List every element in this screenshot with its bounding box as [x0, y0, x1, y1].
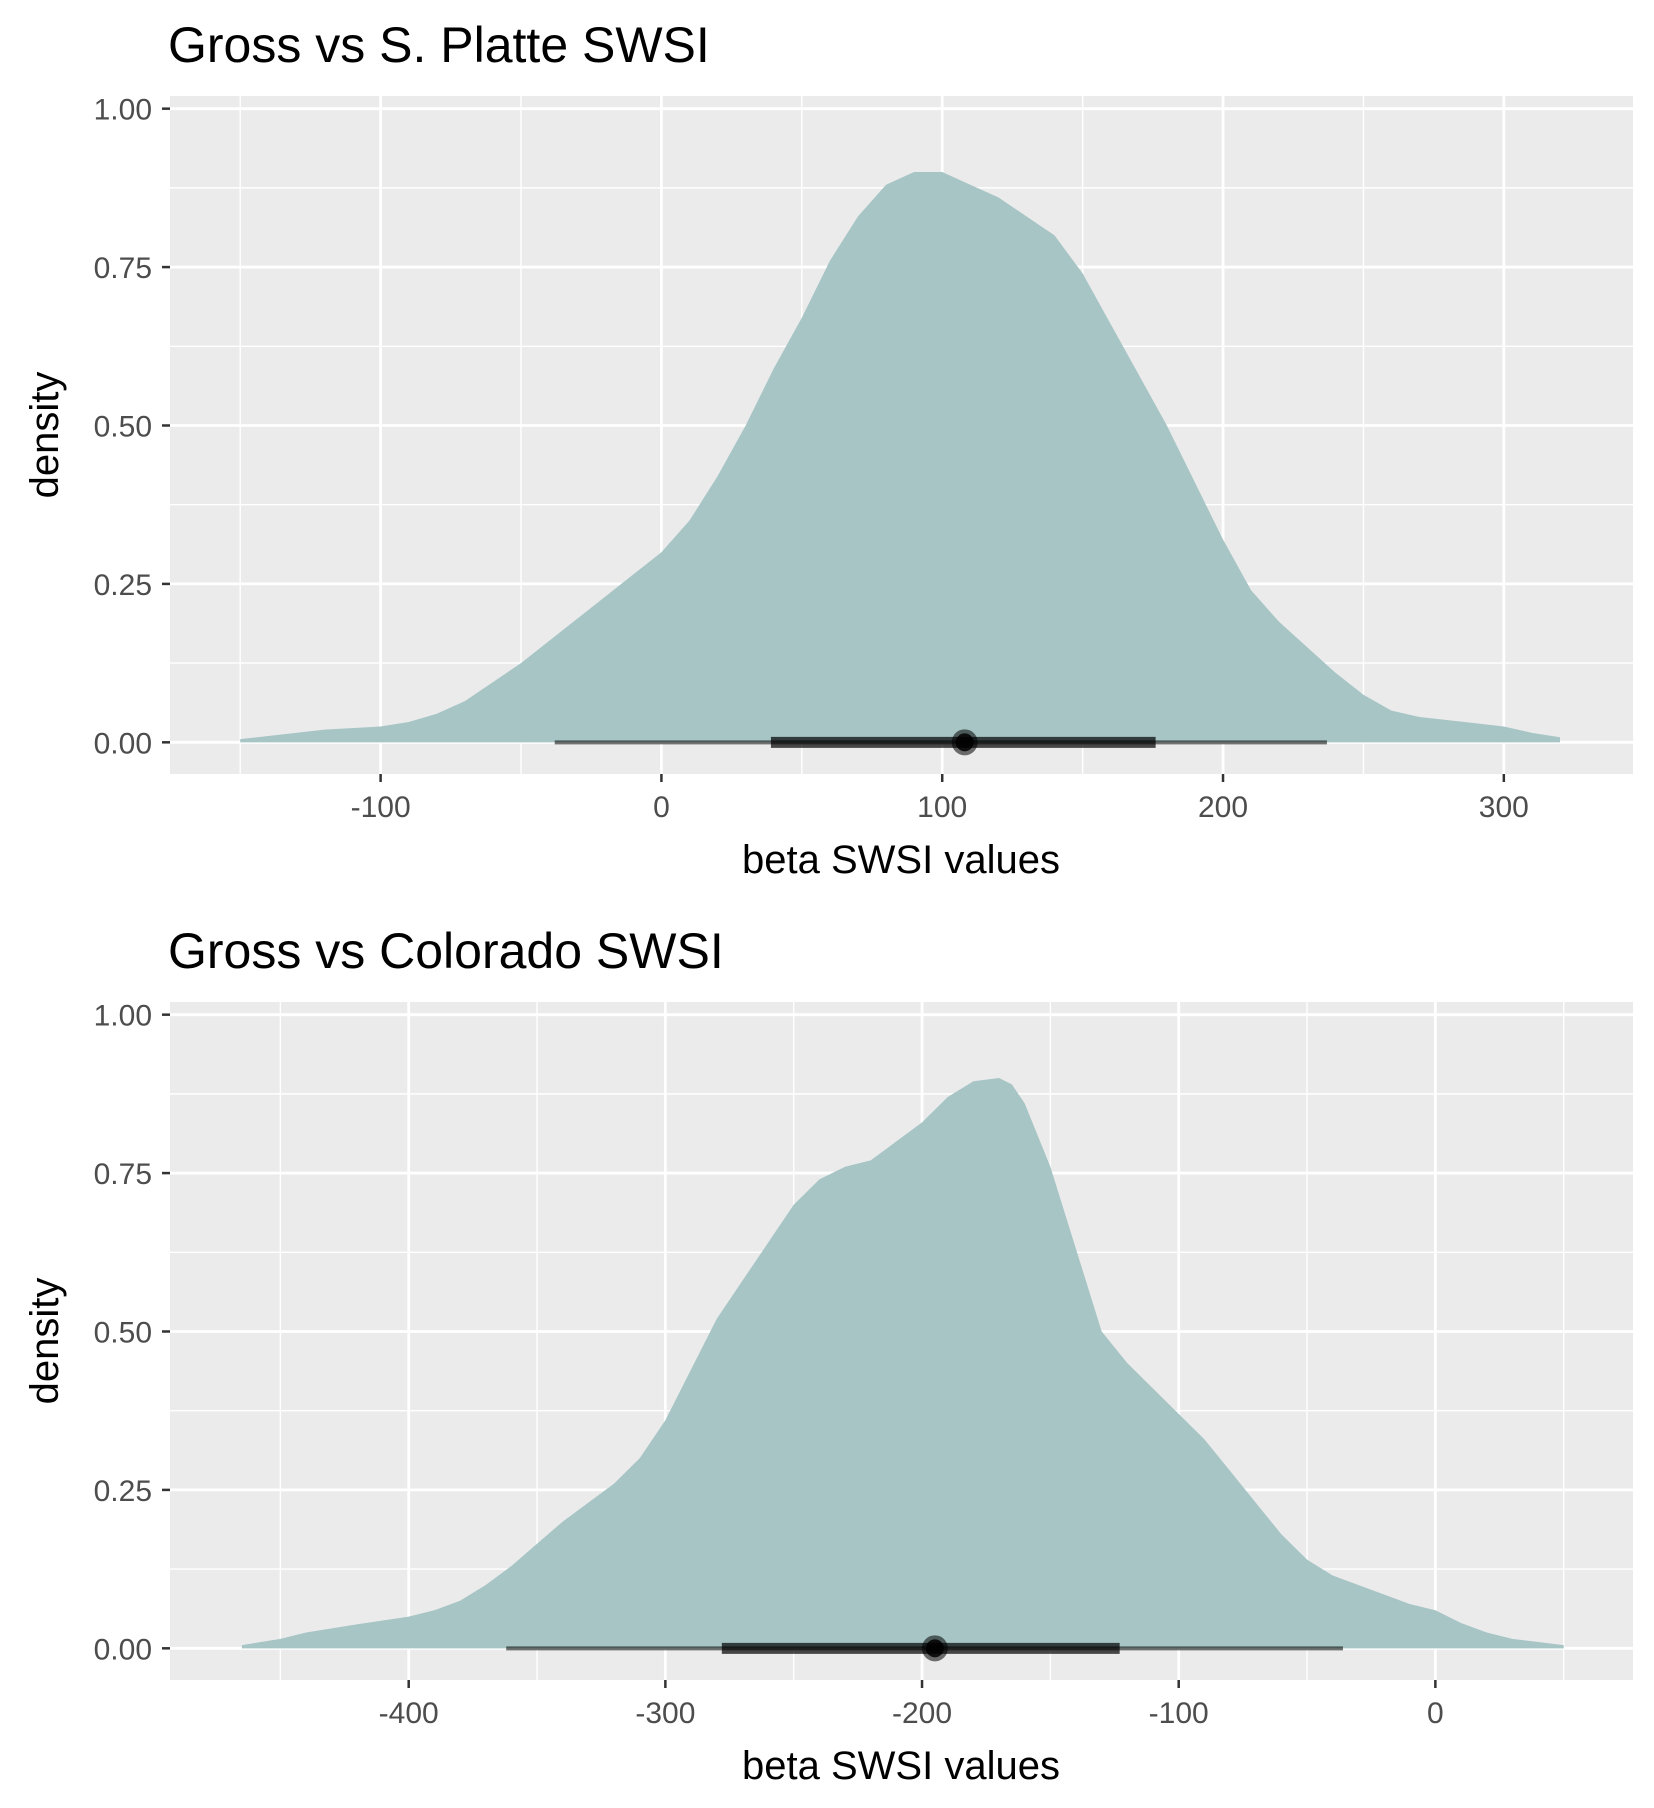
- interval: [506, 1635, 1343, 1662]
- density-area: [240, 172, 1560, 743]
- point-estimate: [925, 1639, 944, 1658]
- y-tick-label: 0.75: [94, 1158, 152, 1191]
- y-axis-label: density: [23, 1278, 67, 1405]
- chart-title: Gross vs S. Platte SWSI: [168, 17, 710, 73]
- x-tick-label: 0: [1427, 1697, 1444, 1730]
- x-tick-label: 100: [917, 791, 967, 824]
- x-tick-label: -300: [635, 1697, 695, 1730]
- y-tick-label: 0.25: [94, 1475, 152, 1508]
- y-tick-label: 0.00: [94, 727, 152, 760]
- y-tick-label: 0.25: [94, 569, 152, 602]
- y-tick-label: 1.00: [94, 94, 152, 127]
- chart-panel-colorado: Gross vs Colorado SWSI -400 -300 -200 -100 0…: [23, 923, 1633, 1788]
- y-tick-label: 1.00: [94, 1000, 152, 1033]
- x-tick-label: 200: [1198, 791, 1248, 824]
- y-tick-label: 0.00: [94, 1633, 152, 1666]
- y-tick-label: 0.75: [94, 252, 152, 285]
- x-tick-label: -200: [892, 1697, 952, 1730]
- interval: [554, 729, 1327, 756]
- x-tick-label: -100: [1149, 1697, 1209, 1730]
- y-tick-label: 0.50: [94, 1316, 152, 1349]
- tick-labels: -400 -300 -200 -100 0 0.00 0.25 0.50 0.75 1.00: [94, 1000, 1444, 1730]
- tick-labels: -100 0 100 200 300 0.00 0.25 0.50 0.75 1.00: [94, 94, 1529, 824]
- x-axis-label: beta SWSI values: [742, 1744, 1060, 1788]
- density-area: [241, 1078, 1564, 1649]
- x-tick-label: 0: [653, 791, 670, 824]
- chart-title: Gross vs Colorado SWSI: [168, 923, 724, 979]
- x-tick-label: 300: [1479, 791, 1529, 824]
- x-axis-label: beta SWSI values: [742, 838, 1060, 882]
- chart-panel-splatte: Gross vs S. Platte SWSI -100 0 100 200 300 0.…: [23, 17, 1633, 882]
- x-tick-label: -400: [379, 1697, 439, 1730]
- y-tick-label: 0.50: [94, 410, 152, 443]
- x-tick-label: -100: [351, 791, 411, 824]
- y-axis-label: density: [23, 372, 67, 499]
- point-estimate: [955, 733, 974, 752]
